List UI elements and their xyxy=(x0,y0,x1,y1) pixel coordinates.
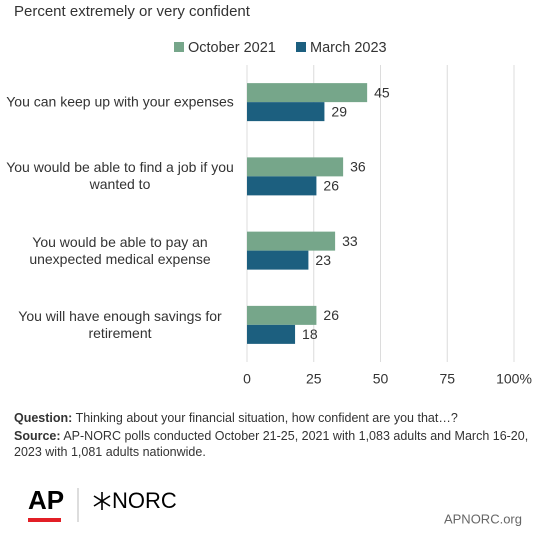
question-label: Question: xyxy=(14,411,73,425)
x-tick-label: 25 xyxy=(306,371,322,387)
x-tick-label: 50 xyxy=(373,371,389,387)
question-text: Thinking about your financial situation,… xyxy=(75,411,458,425)
bar xyxy=(247,102,325,122)
legend-swatch xyxy=(296,42,306,52)
bar xyxy=(247,83,368,103)
value-label: 18 xyxy=(302,326,318,342)
x-tick-label: 75 xyxy=(439,371,455,387)
bar xyxy=(247,176,317,196)
source-label: Source: xyxy=(14,429,61,443)
category-label: You would be able to pay an unexpected m… xyxy=(29,233,211,267)
value-label: 33 xyxy=(342,233,358,249)
value-label: 36 xyxy=(350,159,366,175)
value-label: 29 xyxy=(331,103,347,119)
bar xyxy=(247,324,296,344)
bar xyxy=(247,305,317,325)
ap-logo: AP xyxy=(28,485,64,515)
legend-label: October 2021 xyxy=(188,40,276,56)
legend-swatch xyxy=(174,42,184,52)
bar xyxy=(247,250,309,270)
norc-logo: NORC xyxy=(112,488,177,513)
norc-star xyxy=(93,492,111,510)
site-link: APNORC.org xyxy=(444,511,522,526)
ap-logo-bar xyxy=(28,518,61,522)
bar xyxy=(247,231,336,251)
value-label: 26 xyxy=(323,307,339,323)
question-note: Question: Thinking about your financial … xyxy=(14,410,540,426)
value-label: 26 xyxy=(323,178,339,194)
category-label: You would be able to find a job if you w… xyxy=(6,159,234,193)
category-label: You will have enough savings for retirem… xyxy=(18,307,222,341)
x-tick-label: 0 xyxy=(243,371,251,387)
bar xyxy=(247,157,344,177)
legend-label: March 2023 xyxy=(310,40,387,56)
value-label: 23 xyxy=(315,252,331,268)
value-label: 45 xyxy=(374,84,390,100)
source-note: Source: AP-NORC polls conducted October … xyxy=(14,428,540,460)
category-label: You can keep up with your expenses xyxy=(6,93,234,110)
chart-subtitle: Percent extremely or very confident xyxy=(14,3,251,20)
x-tick-label: 100% xyxy=(496,371,532,387)
source-text: AP-NORC polls conducted October 21-25, 2… xyxy=(14,429,529,459)
